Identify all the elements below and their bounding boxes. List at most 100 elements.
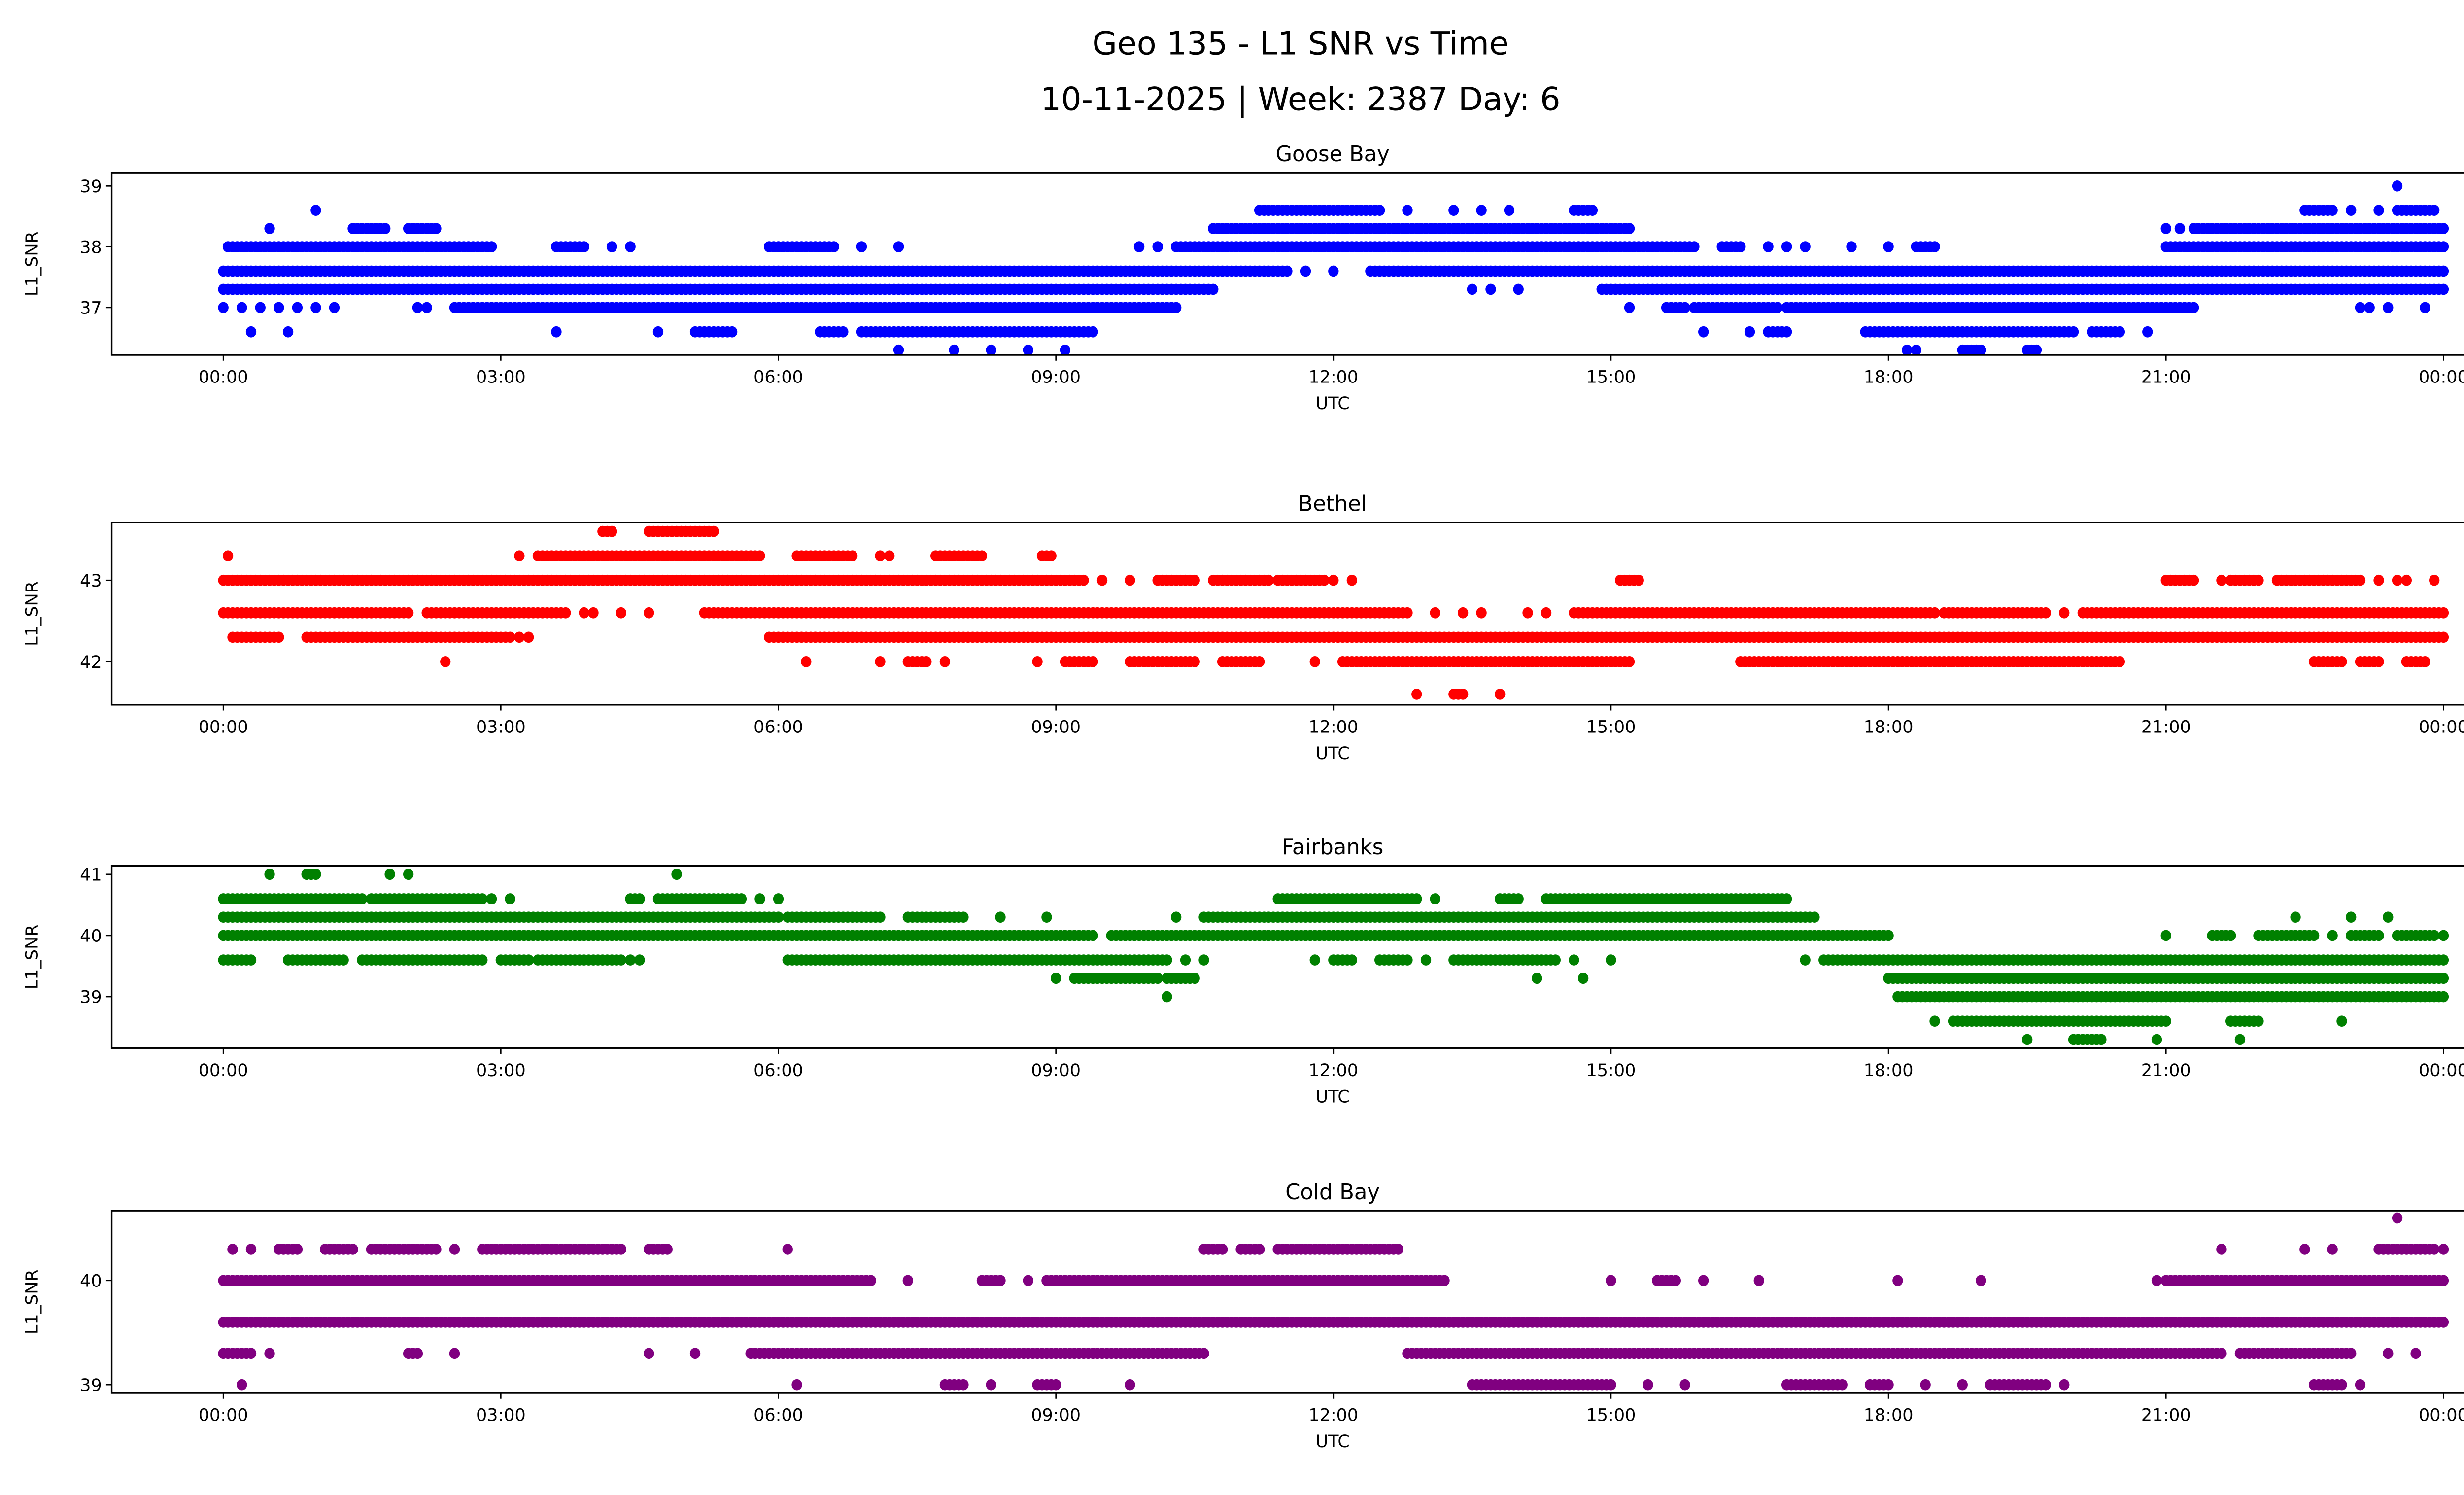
data-point bbox=[1420, 954, 1432, 966]
data-point bbox=[2438, 1244, 2449, 1255]
data-point bbox=[1171, 302, 1182, 313]
data-point bbox=[1402, 205, 1413, 216]
data-point bbox=[505, 893, 515, 904]
data-point bbox=[310, 205, 321, 216]
data-point bbox=[1809, 911, 1820, 923]
data-point bbox=[1328, 265, 1339, 277]
x-tick-label: 00:00 bbox=[199, 1061, 248, 1080]
x-tick-label: 06:00 bbox=[753, 368, 803, 387]
data-point bbox=[1883, 241, 1894, 252]
data-point bbox=[2355, 302, 2366, 313]
data-point bbox=[1046, 550, 1057, 562]
data-point bbox=[1088, 930, 1098, 941]
x-tick-label: 06:00 bbox=[753, 1061, 803, 1080]
data-point bbox=[616, 954, 627, 966]
x-tick-label: 00:00 bbox=[199, 718, 248, 737]
data-point bbox=[1929, 607, 1940, 619]
data-point bbox=[2174, 223, 2186, 234]
data-point bbox=[1744, 326, 1755, 338]
x-tick-label: 21:00 bbox=[2141, 368, 2191, 387]
data-point bbox=[222, 550, 234, 562]
data-point bbox=[2142, 326, 2153, 338]
data-point bbox=[1198, 954, 1209, 966]
data-point bbox=[2373, 656, 2384, 667]
data-point bbox=[828, 241, 839, 252]
subplot-title: Goose Bay bbox=[1275, 142, 1389, 167]
data-point bbox=[1180, 954, 1191, 966]
scatter-points bbox=[218, 869, 2449, 1045]
data-point bbox=[1485, 283, 1496, 295]
data-point bbox=[1504, 205, 1515, 216]
data-point bbox=[2327, 1244, 2338, 1255]
data-point bbox=[1125, 574, 1135, 586]
data-point bbox=[2392, 1212, 2403, 1224]
data-point bbox=[1476, 205, 1487, 216]
data-point bbox=[986, 344, 996, 356]
data-point bbox=[884, 550, 895, 562]
x-tick-label: 00:00 bbox=[199, 368, 248, 387]
data-point bbox=[2438, 223, 2449, 234]
data-point bbox=[523, 954, 534, 966]
data-point bbox=[357, 893, 368, 904]
data-point bbox=[1171, 911, 1182, 923]
figure-title-line2: 10-11-2025 | Week: 2387 Day: 6 bbox=[1041, 81, 1561, 118]
scatter-points bbox=[218, 180, 2449, 356]
data-point bbox=[2429, 1244, 2440, 1255]
axes-frame bbox=[110, 522, 2464, 706]
data-point bbox=[264, 223, 275, 234]
data-point bbox=[949, 344, 959, 356]
data-point bbox=[1374, 205, 1385, 216]
data-point bbox=[282, 326, 294, 338]
data-point bbox=[264, 869, 275, 880]
x-tick-label: 15:00 bbox=[1586, 1061, 1636, 1080]
data-point bbox=[1430, 607, 1440, 619]
data-point bbox=[1800, 241, 1811, 252]
data-point bbox=[2096, 1034, 2107, 1045]
data-point bbox=[1679, 302, 1690, 313]
x-tick-label: 09:00 bbox=[1031, 368, 1081, 387]
data-point bbox=[2438, 973, 2449, 984]
data-point bbox=[421, 302, 432, 313]
data-point bbox=[274, 302, 284, 313]
data-point bbox=[893, 344, 904, 356]
data-point bbox=[477, 954, 488, 966]
data-point bbox=[1467, 283, 1478, 295]
data-point bbox=[875, 911, 886, 923]
data-point bbox=[2438, 991, 2449, 1003]
x-tick-label: 12:00 bbox=[1308, 368, 1358, 387]
data-point bbox=[486, 893, 497, 904]
data-point bbox=[976, 550, 988, 562]
data-point bbox=[2068, 326, 2079, 338]
data-point bbox=[2160, 223, 2171, 234]
data-point bbox=[588, 607, 599, 619]
data-point bbox=[2234, 1034, 2246, 1045]
data-point bbox=[255, 302, 266, 313]
data-point bbox=[782, 1244, 793, 1255]
data-point bbox=[1041, 911, 1052, 923]
data-point bbox=[801, 656, 812, 667]
data-point bbox=[995, 911, 1006, 923]
data-point bbox=[384, 869, 395, 880]
data-point bbox=[652, 326, 664, 338]
data-point bbox=[1411, 893, 1422, 904]
data-point bbox=[1772, 302, 1783, 313]
data-point bbox=[1430, 893, 1440, 904]
data-point bbox=[1624, 656, 1635, 667]
data-point bbox=[1263, 574, 1274, 586]
x-tick-label: 12:00 bbox=[1308, 718, 1358, 737]
x-tick-label: 00:00 bbox=[2419, 368, 2464, 387]
data-point bbox=[329, 302, 340, 313]
data-point bbox=[1698, 326, 1709, 338]
data-point bbox=[2327, 205, 2338, 216]
data-point bbox=[2420, 302, 2430, 313]
data-point bbox=[754, 550, 765, 562]
subplot-title: Fairbanks bbox=[1282, 835, 1383, 860]
data-point bbox=[1346, 954, 1358, 966]
x-axis-label: UTC bbox=[1315, 394, 1349, 414]
x-tick-label: 06:00 bbox=[753, 718, 803, 737]
data-point bbox=[347, 1244, 358, 1255]
data-point bbox=[440, 656, 451, 667]
data-point bbox=[958, 911, 969, 923]
data-point bbox=[1540, 607, 1552, 619]
data-point bbox=[1189, 656, 1200, 667]
